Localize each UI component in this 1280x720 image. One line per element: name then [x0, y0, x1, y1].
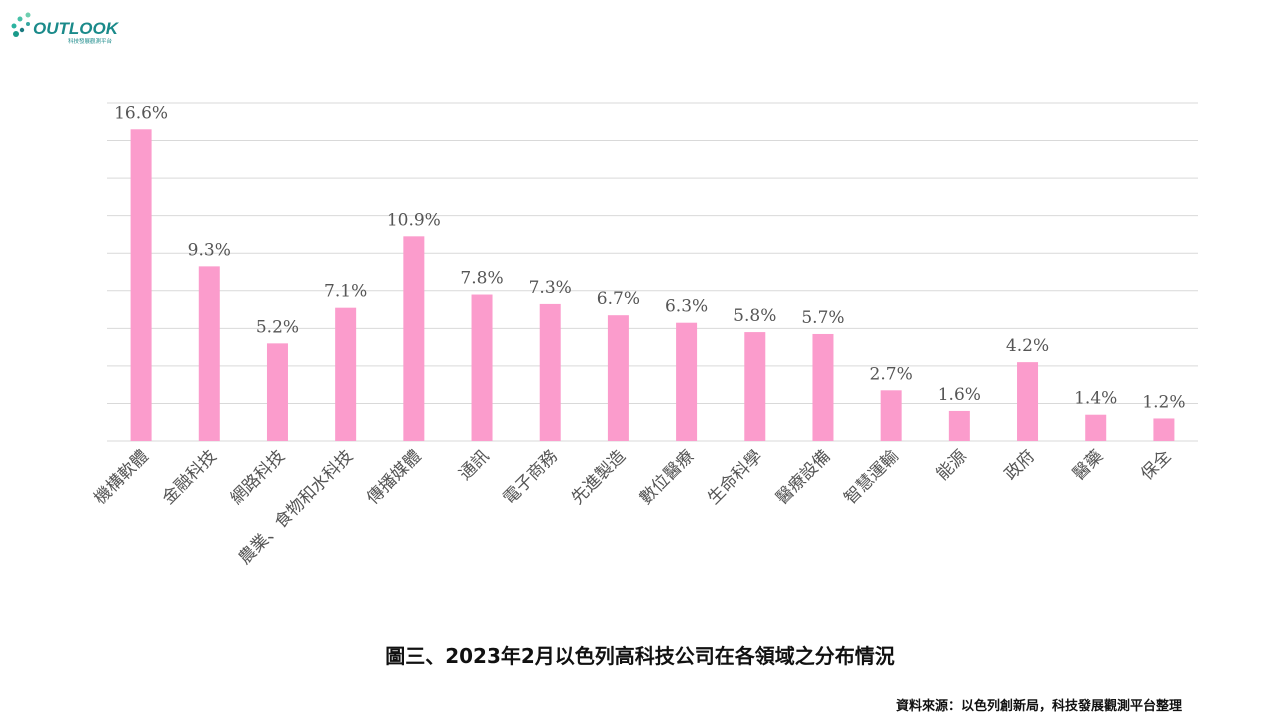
category-label: 電子商務 — [500, 446, 562, 508]
bar — [812, 333, 834, 441]
chart-bars — [130, 129, 1175, 442]
bar — [130, 129, 152, 442]
logo-subtitle: 科技發展觀測平台 — [68, 37, 113, 45]
bar — [403, 236, 425, 441]
bar — [198, 266, 220, 441]
data-label: 1.2% — [1142, 392, 1185, 412]
data-label: 7.8% — [460, 269, 503, 289]
chart-category-labels: 機構軟體 金融科技 網路科技農業、食物和水科技 傳播媒體 通訊 電子商務 先進製造 數位醫療生… — [90, 446, 1175, 568]
data-label: 7.3% — [529, 278, 572, 298]
bar — [744, 332, 766, 441]
category-label: 政府 — [1001, 446, 1039, 484]
data-label: 4.2% — [1006, 336, 1049, 356]
bar — [607, 315, 629, 441]
category-label: 傳播媒體 — [363, 446, 425, 508]
category-label: 醫藥 — [1069, 446, 1107, 484]
data-label: 6.7% — [597, 289, 640, 309]
data-label: 2.7% — [870, 364, 913, 384]
category-label: 通訊 — [455, 446, 493, 484]
category-label: 機構軟體 — [90, 446, 152, 508]
bar — [1017, 362, 1039, 441]
bar — [539, 303, 561, 441]
category-label: 生命科學 — [704, 446, 766, 508]
category-label: 智慧運輸 — [840, 446, 902, 508]
source-note: 資料來源：以色列創新局，科技發展觀測平台整理 — [895, 699, 1182, 714]
data-label: 1.4% — [1074, 389, 1117, 409]
bar — [266, 343, 288, 441]
bar — [335, 307, 357, 441]
category-label: 網路科技 — [227, 446, 289, 508]
data-label: 16.6% — [114, 103, 168, 123]
data-label: 10.9% — [387, 210, 441, 230]
data-label: 9.3% — [188, 240, 231, 260]
bar — [948, 410, 970, 441]
bar-chart: 16.6% 9.3% 5.2% 7.1% 10.9% 7.8% 7.3% 6.7% 6.3% 5.… — [90, 102, 1198, 569]
logo-name: OUTLOOK — [33, 19, 120, 38]
data-label: 6.3% — [665, 297, 708, 317]
chart-grid — [107, 102, 1198, 442]
category-label: 先進製造 — [568, 446, 630, 508]
category-label: 保全 — [1137, 446, 1175, 484]
category-label: 金融科技 — [159, 446, 221, 508]
category-label: 數位醫療 — [636, 446, 698, 508]
data-label: 5.7% — [801, 308, 844, 328]
chart-caption: 圖三、2023年2月以色列高科技公司在各領域之分布情況 — [385, 644, 895, 668]
category-label: 醫療設備 — [772, 446, 834, 508]
data-label: 7.1% — [324, 282, 367, 302]
outlook-logo: OUTLOOK 科技發展觀測平台 — [11, 12, 120, 45]
bar — [471, 294, 493, 441]
bar — [676, 322, 698, 441]
data-label: 5.8% — [733, 306, 776, 326]
category-label: 農業、食物和水科技 — [235, 446, 357, 568]
category-label: 能源 — [933, 446, 971, 484]
bar — [1153, 418, 1175, 441]
bar — [880, 390, 902, 441]
bar — [1085, 414, 1107, 441]
data-label: 5.2% — [256, 317, 299, 337]
data-label: 1.6% — [938, 385, 981, 405]
chart-value-labels: 16.6% 9.3% 5.2% 7.1% 10.9% 7.8% 7.3% 6.7% 6.3% 5.… — [114, 103, 1185, 412]
leaf-dots-icon — [11, 12, 31, 37]
